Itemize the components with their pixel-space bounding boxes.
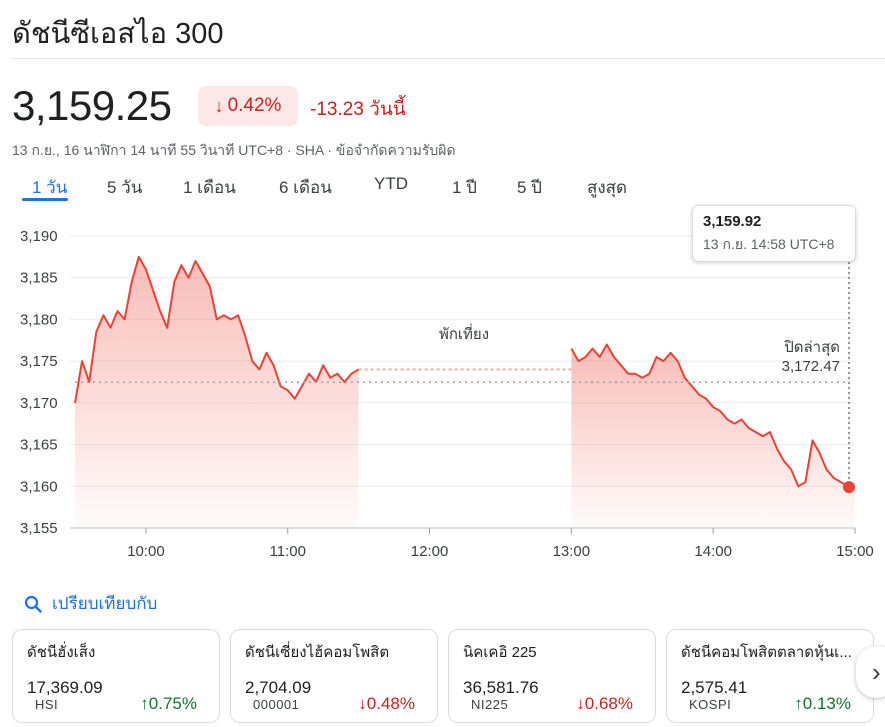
index-card[interactable]: นิคเคอิ 225 36,581.76 NI225 ↓0.68% bbox=[448, 629, 656, 723]
arrow-up-icon: ↑ bbox=[794, 694, 803, 713]
index-change: ↓0.68% bbox=[576, 694, 633, 714]
tab-max[interactable]: สูงสุด bbox=[587, 178, 628, 197]
last-point-marker bbox=[843, 481, 855, 494]
y-tick-label: 3,155 bbox=[20, 520, 58, 537]
index-change-value: 0.13% bbox=[802, 694, 851, 713]
tab-5d[interactable]: 5 วัน bbox=[107, 178, 143, 197]
arrow-down-icon: ↓ bbox=[576, 694, 585, 713]
tab-6m[interactable]: 6 เดือน bbox=[279, 178, 332, 197]
index-change-value: 0.48% bbox=[366, 694, 415, 713]
index-symbol: NI225 bbox=[471, 697, 509, 712]
index-card[interactable]: ดัชนีคอมโพสิตตลาดหุ้นเ... 2,575.41 KOSPI… bbox=[666, 629, 874, 723]
x-tick-label: 11:00 bbox=[270, 543, 306, 560]
tooltip-value: 3,159.92 bbox=[703, 213, 762, 230]
y-tick-label: 3,185 bbox=[20, 270, 58, 287]
y-tick-label: 3,190 bbox=[20, 228, 58, 245]
index-change-value: 0.75% bbox=[148, 694, 197, 713]
index-value: 36,581.76 bbox=[463, 678, 539, 697]
x-tick-label: 15:00 bbox=[836, 543, 874, 560]
index-card[interactable]: ดัชนีฮั่งเส็ง 17,369.09 HSI ↑0.75% bbox=[12, 629, 220, 723]
x-tick-label: 13:00 bbox=[553, 543, 591, 560]
index-name: ดัชนีเซี่ยงไฮ้คอมโพสิต bbox=[245, 644, 390, 661]
tab-5y[interactable]: 5 ปี bbox=[517, 178, 542, 197]
index-value: 17,369.09 bbox=[27, 678, 103, 697]
x-tick-label: 12:00 bbox=[411, 543, 449, 560]
x-tick-label: 14:00 bbox=[694, 543, 732, 560]
index-name: ดัชนีฮั่งเส็ง bbox=[27, 644, 96, 661]
y-tick-label: 3,160 bbox=[20, 478, 58, 495]
hover-tooltip: 3,159.92 13 ก.ย. 14:58 UTC+8 bbox=[692, 205, 856, 262]
current-price: 3,159.25 bbox=[12, 82, 172, 129]
index-symbol: KOSPI bbox=[689, 697, 732, 712]
afternoon-series-area bbox=[571, 344, 855, 528]
chevron-right-icon[interactable]: › bbox=[856, 646, 885, 698]
arrow-up-icon: ↑ bbox=[140, 694, 149, 713]
index-change: ↓0.48% bbox=[358, 694, 415, 714]
index-value: 2,575.41 bbox=[681, 678, 748, 697]
index-symbol: 000001 bbox=[253, 697, 300, 712]
tooltip-time: 13 ก.ย. 14:58 UTC+8 bbox=[703, 236, 835, 252]
index-change: ↑0.75% bbox=[140, 694, 197, 714]
compare-label: เปรียบเทียบกับ bbox=[52, 594, 158, 613]
previous-close-value: 3,172.47 bbox=[782, 358, 840, 375]
header-divider bbox=[12, 58, 885, 59]
index-name: ดัชนีคอมโพสิตตลาดหุ้นเ... bbox=[681, 644, 852, 661]
change-percent-badge: ↓ 0.42% bbox=[198, 86, 298, 126]
arrow-down-icon: ↓ bbox=[358, 694, 367, 713]
search-icon bbox=[24, 595, 42, 613]
y-tick-label: 3,175 bbox=[20, 353, 58, 370]
arrow-down-icon: ↓ bbox=[214, 95, 224, 116]
lunch-label: พักเที่ยง bbox=[439, 323, 489, 343]
price-chart[interactable]: 3,190 3,185 3,180 3,175 3,170 3,165 3,160 3,155… bbox=[0, 200, 885, 570]
morning-series-area bbox=[75, 256, 359, 528]
y-tick-label: 3,170 bbox=[20, 395, 58, 412]
index-symbol: HSI bbox=[35, 697, 59, 712]
active-tab-indicator bbox=[22, 198, 68, 201]
tab-1y[interactable]: 1 ปี bbox=[452, 178, 477, 197]
index-card[interactable]: ดัชนีเซี่ยงไฮ้คอมโพสิต 2,704.09 000001 ↓… bbox=[230, 629, 438, 723]
x-tick-label: 10:00 bbox=[127, 543, 165, 560]
tab-1m[interactable]: 1 เดือน bbox=[183, 178, 236, 197]
index-change-value: 0.68% bbox=[584, 694, 633, 713]
index-change: ↑0.13% bbox=[794, 694, 851, 714]
tab-1d[interactable]: 1 วัน bbox=[32, 178, 68, 197]
tab-ytd[interactable]: YTD bbox=[374, 174, 408, 193]
previous-close-label: ปิดล่าสุด bbox=[783, 339, 840, 357]
change-absolute: -13.23 วันนี้ bbox=[310, 99, 406, 120]
index-name: นิคเคอิ 225 bbox=[463, 644, 537, 661]
y-tick-label: 3,165 bbox=[20, 437, 58, 454]
quote-meta: 13 ก.ย., 16 นาฬิกา 14 นาที 55 วินาที UTC… bbox=[12, 142, 456, 158]
y-tick-label: 3,180 bbox=[20, 311, 58, 328]
index-value: 2,704.09 bbox=[245, 678, 312, 697]
change-percent: 0.42% bbox=[227, 95, 282, 116]
page-title: ดัชนีซีเอสไอ 300 bbox=[12, 18, 224, 50]
compare-button[interactable]: เปรียบเทียบกับ bbox=[24, 590, 157, 617]
